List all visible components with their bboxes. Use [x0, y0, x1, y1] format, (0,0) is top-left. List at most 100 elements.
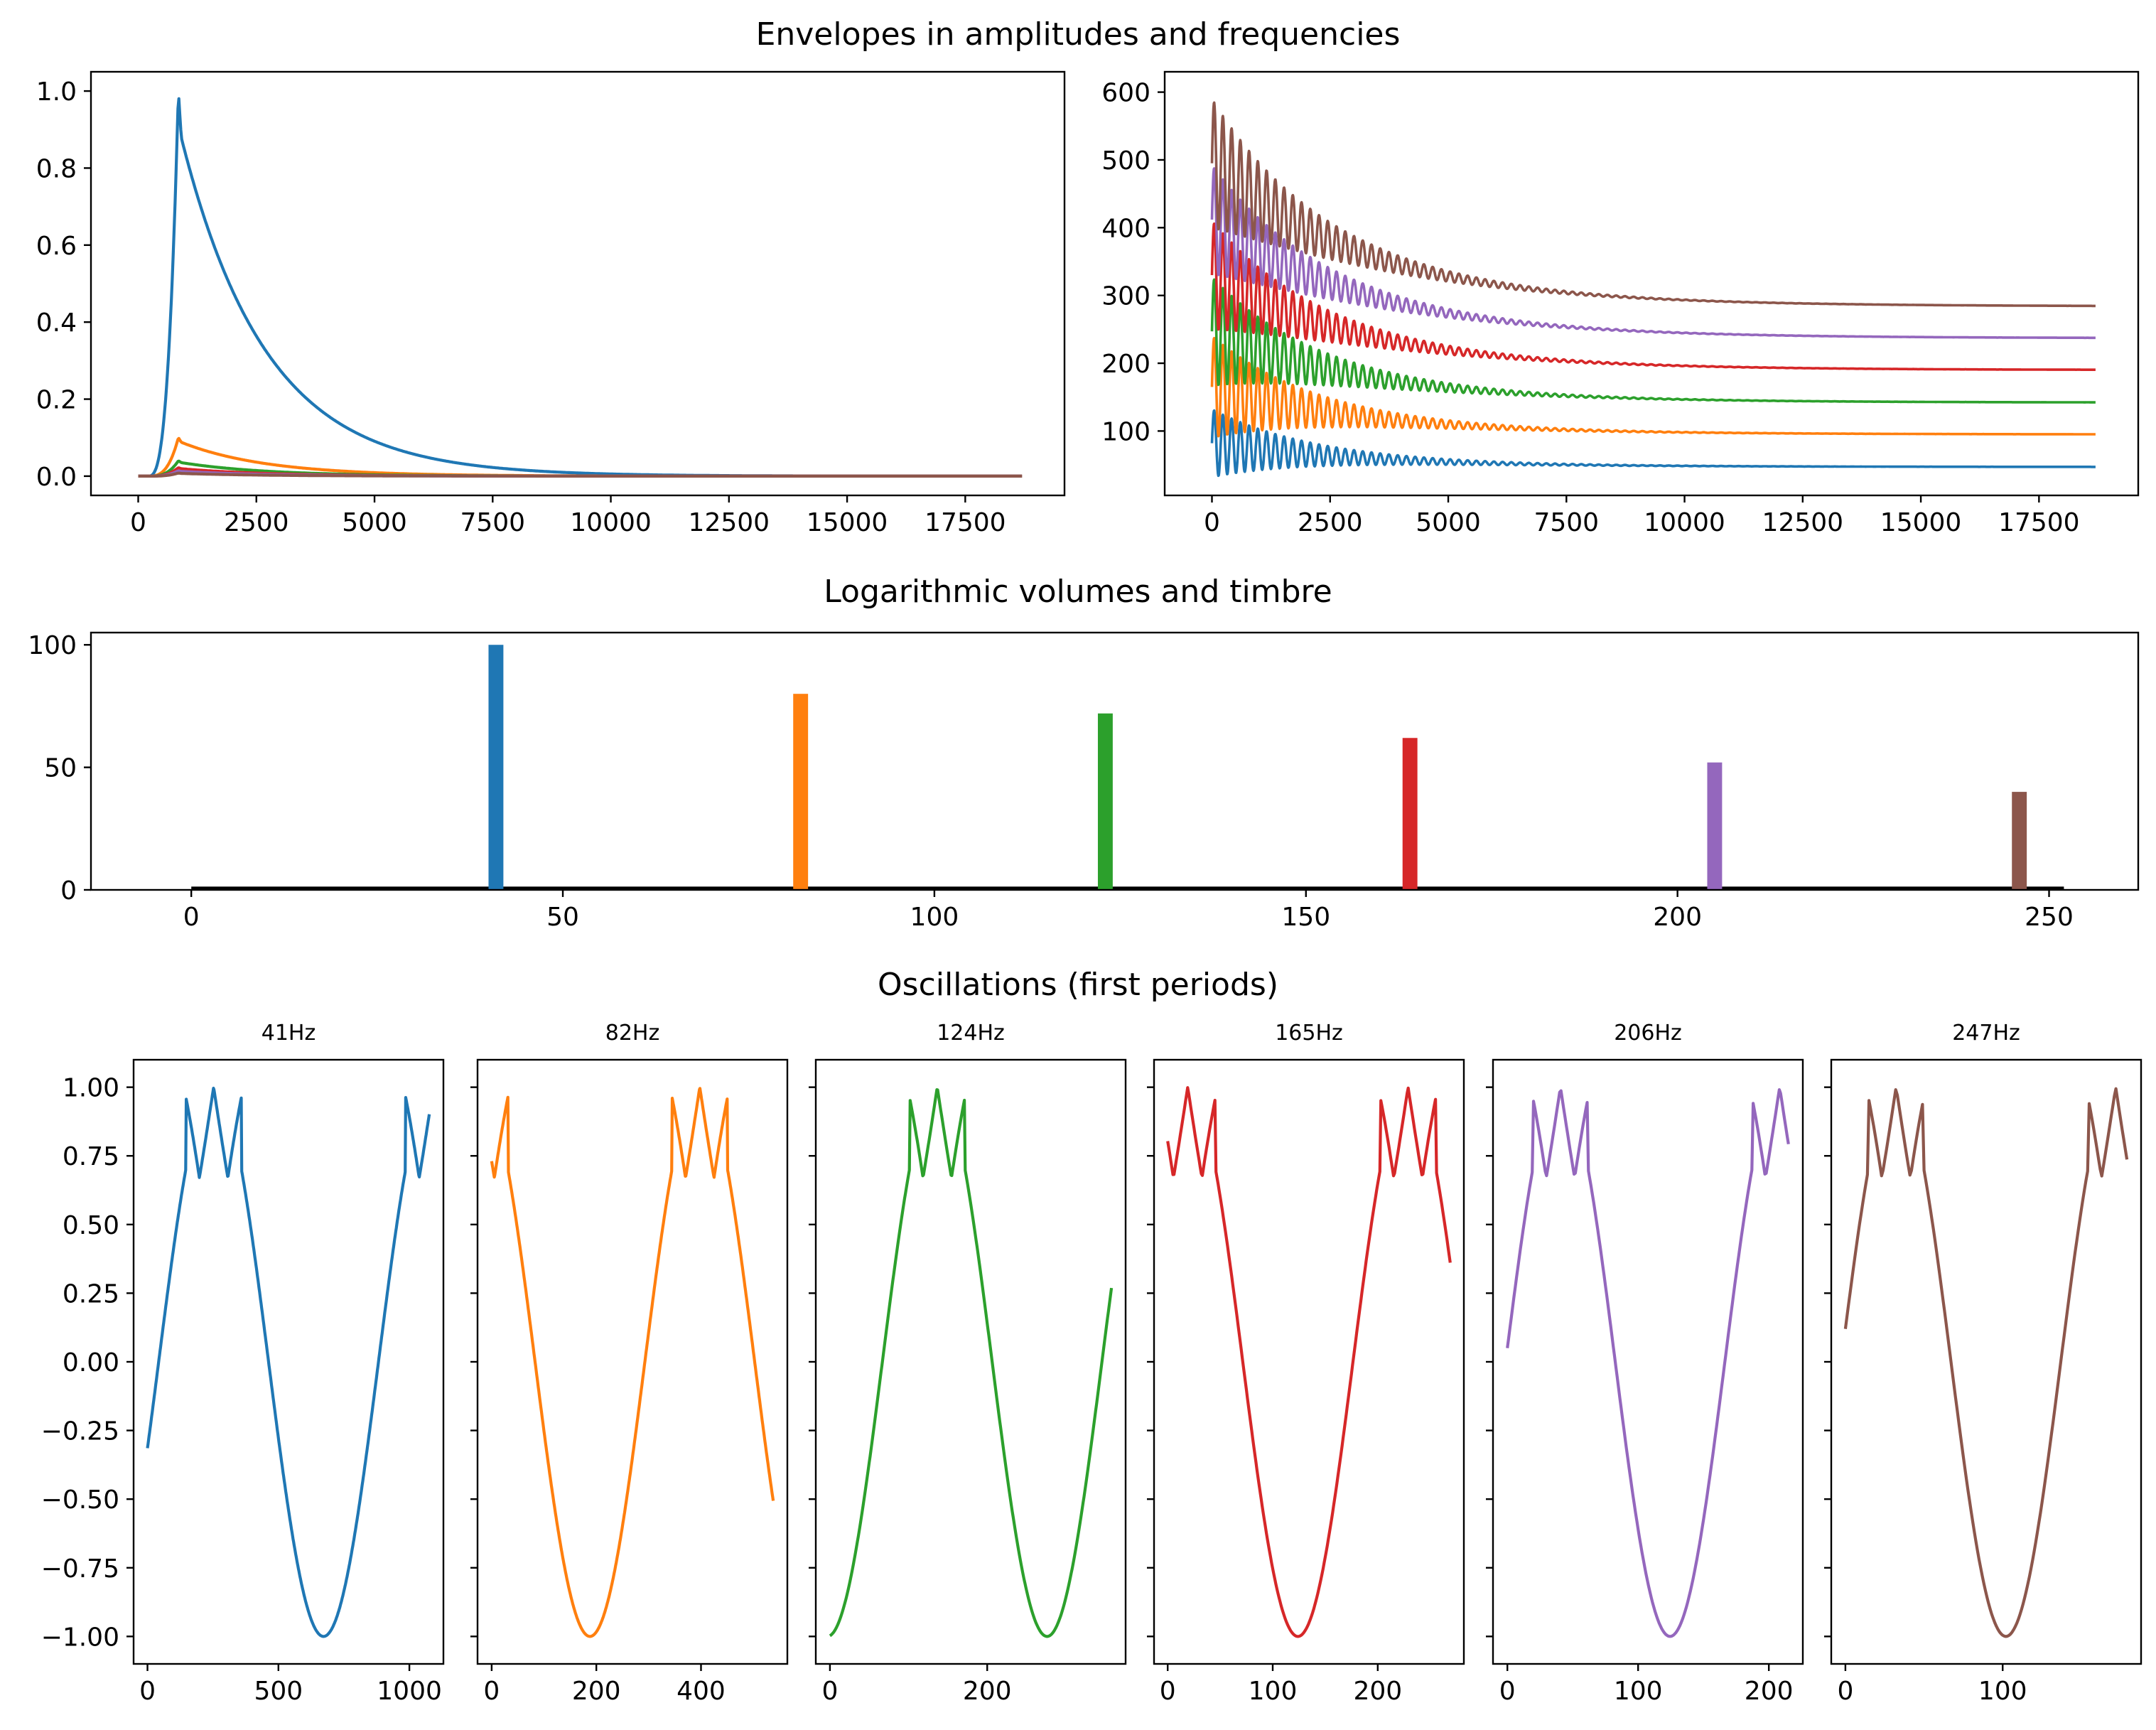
x-tick-label: 17500 [925, 508, 1006, 537]
x-tick-label: 100 [1614, 1677, 1663, 1706]
logarithmic-volumes-axes: 0 50 100 150 200 250 0 50 100 [28, 631, 2140, 932]
oscillation-axes-3: 0 100 200 165Hz [1147, 1021, 1465, 1706]
x-tick-label: 200 [1353, 1677, 1402, 1706]
x-tick-label: 15000 [1880, 508, 1962, 537]
frequency-envelope-line [1210, 101, 2097, 308]
x-tick-label: 12500 [689, 508, 770, 537]
oscillation-axes-0: 0 500 1000 −1.00 −0.75 −0.50 −0.25 0.00 0.25 0.50… [41, 1021, 445, 1706]
axes-frame [1830, 1058, 2142, 1665]
oscillation-line [829, 1088, 1114, 1638]
x-tick-label: 200 [572, 1677, 621, 1706]
x-tick-label: 0 [483, 1677, 500, 1706]
axes-frame [1492, 1058, 1804, 1665]
x-tick-label: 0 [1837, 1677, 1853, 1706]
volume-bar [488, 645, 504, 890]
x-tick-label: 100 [910, 903, 959, 932]
y-tick-label: 0.25 [63, 1279, 119, 1309]
y-tick-label: 500 [1101, 146, 1150, 176]
y-tick-label: −1.00 [41, 1623, 119, 1652]
x-tick-label: 0 [821, 1677, 838, 1706]
x-tick-label: 150 [1281, 903, 1330, 932]
frequency-envelope-line [1210, 278, 2097, 404]
volume-bar [793, 694, 809, 890]
y-tick-label: 0.00 [63, 1348, 119, 1377]
y-tick-label: 0.4 [36, 308, 77, 338]
axes-frame [1163, 70, 2140, 497]
plot-area [1210, 101, 2097, 478]
x-tick-label: 100 [1978, 1677, 2027, 1706]
x-tick-label: 7500 [1534, 508, 1599, 537]
oscillation-line [1843, 1087, 2129, 1638]
oscillation-line [146, 1086, 431, 1638]
x-tick-label: 500 [254, 1677, 303, 1706]
oscillation-axes-1: 0 200 400 82Hz [470, 1021, 789, 1706]
axes-frame [90, 70, 1066, 497]
x-tick-label: 400 [677, 1677, 726, 1706]
amplitude-envelopes-axes: 0 2500 5000 7500 10000 12500 15000 17500 0.0 0.2 0… [36, 70, 1066, 537]
oscillation-subtitle: 124Hz [937, 1021, 1005, 1046]
frequency-envelopes-axes: 0 2500 5000 7500 10000 12500 15000 17500 100 200 3… [1101, 70, 2140, 537]
oscillation-subtitle: 165Hz [1275, 1021, 1343, 1046]
oscillation-line [1506, 1088, 1790, 1638]
frequency-envelope-line [1210, 167, 2097, 340]
plot-area [1843, 1087, 2129, 1638]
frequency-envelope-line [1210, 336, 2097, 438]
x-tick-label: 0 [1204, 508, 1220, 537]
x-tick-label: 0 [1499, 1677, 1516, 1706]
amplitude-envelope-line [137, 97, 1023, 478]
volume-bar [2012, 792, 2027, 890]
y-tick-label: 0.2 [36, 386, 77, 415]
axes-frame [1153, 1058, 1465, 1665]
y-tick-label: 1.0 [36, 77, 77, 107]
x-tick-label: 1000 [377, 1677, 442, 1706]
oscillation-subtitle: 206Hz [1614, 1021, 1682, 1046]
y-tick-label: −0.50 [41, 1485, 119, 1515]
oscillation-subtitle: 82Hz [605, 1021, 659, 1046]
plot-area [829, 1088, 1114, 1638]
amplitude-envelope-line [137, 471, 1023, 478]
y-tick-label: 0.6 [36, 232, 77, 261]
y-tick-label: 200 [1101, 350, 1150, 379]
y-tick-label: 0.0 [36, 463, 77, 492]
plot-area [146, 1086, 431, 1638]
x-tick-label: 0 [130, 508, 146, 537]
x-tick-label: 2500 [224, 508, 289, 537]
x-tick-label: 15000 [807, 508, 888, 537]
oscillation-subtitle: 247Hz [1952, 1021, 2020, 1046]
y-tick-label: 0 [60, 876, 77, 906]
volume-bar [1402, 738, 1418, 890]
x-tick-label: 0 [139, 1677, 156, 1706]
x-tick-label: 200 [1745, 1677, 1794, 1706]
x-tick-label: 2500 [1298, 508, 1363, 537]
x-tick-label: 0 [1160, 1677, 1176, 1706]
axes-frame [90, 631, 2140, 891]
axes-frame [132, 1058, 445, 1665]
volume-bar [1707, 762, 1723, 890]
oscillation-axes-4: 0 100 200 206Hz [1486, 1021, 1804, 1706]
oscillation-axes-2: 0 200 124Hz [809, 1021, 1127, 1706]
axes-frame [476, 1058, 789, 1665]
x-tick-label: 5000 [342, 508, 407, 537]
y-tick-label: 0.50 [63, 1211, 119, 1240]
plot-area [490, 1087, 775, 1638]
plot-area [191, 645, 2064, 890]
x-tick-label: 0 [183, 903, 200, 932]
y-tick-label: 400 [1101, 214, 1150, 243]
oscillation-subtitle: 41Hz [262, 1021, 316, 1046]
x-tick-label: 10000 [1644, 508, 1725, 537]
y-tick-label: 100 [1101, 417, 1150, 446]
envelopes-title: Envelopes in amplitudes and frequencies [756, 16, 1401, 53]
y-tick-label: 0.75 [63, 1142, 119, 1171]
frequency-envelope-line [1210, 222, 2097, 371]
x-tick-label: 100 [1249, 1677, 1298, 1706]
y-tick-label: −0.75 [41, 1554, 119, 1584]
y-tick-label: 50 [44, 754, 77, 783]
axes-layer: 0 2500 5000 7500 10000 12500 15000 175000.00.20… [28, 70, 2142, 1706]
oscillation-line [490, 1087, 775, 1638]
y-tick-label: 300 [1101, 282, 1150, 311]
plot-area [1166, 1086, 1452, 1638]
x-tick-label: 12500 [1762, 508, 1844, 537]
x-tick-label: 250 [2025, 903, 2074, 932]
x-tick-label: 50 [546, 903, 579, 932]
